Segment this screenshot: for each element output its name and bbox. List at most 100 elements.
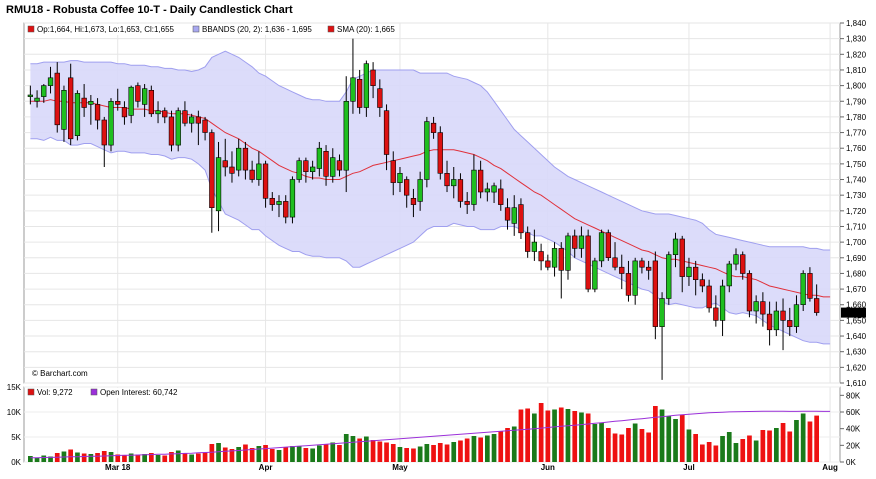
candle-body — [572, 235, 578, 249]
candle-body — [692, 266, 699, 281]
candle-body — [672, 238, 679, 255]
volume-bar — [337, 445, 342, 462]
candle-body — [706, 285, 712, 309]
volume-bar — [787, 431, 793, 462]
candle-body — [598, 232, 605, 262]
candle-body — [88, 101, 94, 105]
volume-bar — [243, 444, 248, 462]
candle-body — [303, 160, 309, 172]
price-tick-label: 1,780 — [846, 113, 867, 122]
price-tick-label: 1,800 — [846, 82, 867, 91]
volume-bar — [41, 455, 47, 462]
candle-body — [753, 301, 759, 312]
price-tick-label: 1,650 — [846, 316, 867, 325]
month-label: Aug — [822, 463, 838, 472]
price-tick-label: 1,830 — [846, 35, 867, 44]
month-label: Jun — [541, 463, 555, 472]
price-tick-label: 1,660 — [846, 301, 867, 310]
candle-body — [182, 110, 188, 124]
volume-bar — [263, 445, 268, 462]
volume-bar — [169, 452, 174, 462]
volume-bar — [753, 440, 759, 462]
candle-body — [316, 147, 322, 169]
candle-body — [417, 179, 423, 202]
volume-bar — [538, 403, 544, 462]
volume-bar — [679, 415, 685, 462]
candle-body — [269, 198, 275, 205]
candle-body — [625, 273, 632, 296]
candle-body — [666, 254, 672, 299]
candle-body — [229, 166, 235, 174]
month-label: Jul — [683, 463, 695, 472]
candle-body — [410, 198, 417, 205]
volume-bar — [498, 431, 504, 462]
volume-bar — [182, 453, 188, 462]
watermark: © Barchart.com — [32, 369, 88, 378]
volume-bar — [532, 413, 537, 462]
candle-body — [377, 88, 383, 108]
candle-body — [403, 179, 410, 196]
candle-body — [155, 110, 161, 115]
candle-body — [356, 79, 363, 108]
volume-bar — [606, 428, 611, 462]
volume-bar — [162, 455, 168, 462]
volume-bar — [545, 410, 551, 462]
volume-bar — [377, 441, 383, 462]
candle-body — [370, 69, 376, 86]
volume-tick-label: 15K — [7, 383, 22, 392]
candle-body — [81, 97, 87, 108]
volume-legend: Vol: 9,272 Open Interest: 60,742 — [25, 388, 185, 398]
volume-bar — [659, 409, 665, 462]
candle-body — [34, 97, 40, 102]
volume-bar — [740, 439, 746, 462]
volume-bar — [28, 456, 33, 462]
oi-tick-label: 80K — [846, 391, 861, 400]
volume-bar — [48, 456, 53, 462]
candle-body — [209, 132, 215, 209]
candle-body — [713, 307, 719, 321]
volume-bar — [256, 446, 262, 462]
volume-bar — [404, 448, 409, 462]
candle-body — [551, 248, 558, 268]
candle-body — [686, 266, 692, 277]
volume-bar — [558, 407, 564, 462]
candle-body — [733, 254, 739, 265]
last-price-marker: 1,655 — [841, 307, 866, 318]
candle-body — [545, 260, 551, 268]
candle-body — [645, 266, 652, 271]
legend-ohlc: Op:1,664, Hi:1,673, Lo:1,653, Cl:1,655 — [37, 25, 175, 34]
volume-bar — [350, 436, 356, 462]
candle-body — [800, 273, 806, 305]
volume-bar — [485, 435, 490, 462]
candle-body — [773, 310, 779, 331]
candle-body — [142, 88, 148, 105]
volume-bar — [491, 434, 497, 462]
volume-bar — [343, 434, 349, 462]
volume-bar — [128, 453, 134, 462]
volume-bar — [666, 416, 672, 462]
candle-body — [619, 266, 625, 274]
candle-body — [148, 90, 154, 115]
price-tick-label: 1,710 — [846, 222, 867, 231]
price-tick-label: 1,750 — [846, 160, 867, 169]
volume-bar — [384, 442, 389, 462]
open-interest-line — [30, 410, 831, 459]
candle-body — [41, 85, 47, 97]
candle-body — [390, 160, 396, 183]
price-tick-label: 1,740 — [846, 176, 867, 185]
volume-bar — [142, 454, 147, 462]
candle-body — [343, 101, 349, 171]
price-tick-label: 1,670 — [846, 285, 867, 294]
volume-bar — [444, 444, 450, 462]
volume-bar — [552, 409, 557, 462]
price-tick-label: 1,790 — [846, 97, 867, 106]
oi-tick-label: 0K — [846, 458, 856, 467]
volume-bar — [296, 446, 302, 462]
candle-body — [793, 304, 800, 327]
volume-bar — [673, 419, 678, 462]
volume-bar — [431, 445, 436, 462]
candle-body — [47, 77, 54, 86]
candle-body — [699, 279, 705, 287]
price-tick-label: 1,700 — [846, 238, 867, 247]
volume-bar — [357, 438, 362, 462]
